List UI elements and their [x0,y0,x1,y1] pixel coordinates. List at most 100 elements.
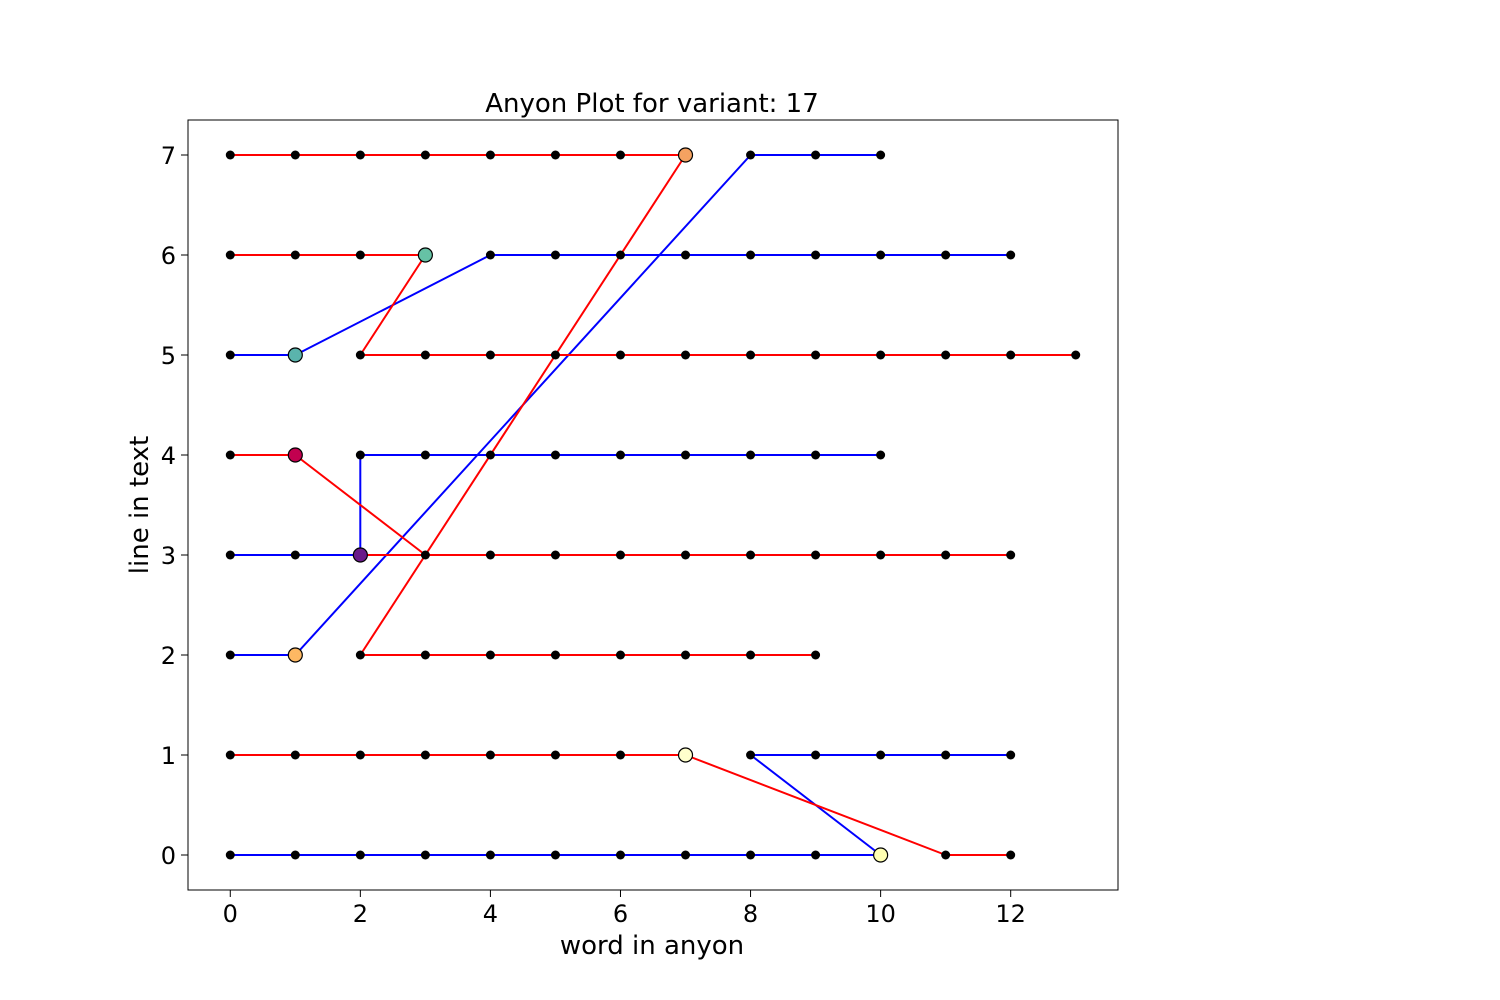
data-point [876,250,886,260]
data-point [811,150,821,160]
data-point [811,350,821,360]
data-point [941,550,951,560]
data-point [1006,750,1016,760]
y-tick-label: 4 [161,442,176,470]
data-point [941,850,951,860]
x-axis-label: word in anyon [560,931,744,961]
data-point [225,550,235,560]
data-point [550,650,560,660]
data-point [1006,350,1016,360]
data-point [876,750,886,760]
y-tick-label: 0 [161,842,176,870]
data-point [355,850,365,860]
data-point [420,750,430,760]
x-tick-label: 4 [483,900,498,928]
data-point [550,550,560,560]
data-point [225,350,235,360]
highlight-marker [287,647,303,663]
x-axis-ticks: 0 2 4 6 8 10 12 [223,890,1026,928]
highlight-markers [287,147,889,863]
y-axis-label: line in text [125,436,155,574]
highlight-marker [287,447,303,463]
data-point [225,150,235,160]
data-point [811,250,821,260]
data-point [355,250,365,260]
data-point [485,350,495,360]
data-point [355,150,365,160]
data-point [876,150,886,160]
data-point [485,250,495,260]
data-point [746,150,756,160]
data-point [681,450,691,460]
data-point [550,850,560,860]
data-point [485,750,495,760]
y-tick-label: 2 [161,642,176,670]
highlight-marker [352,547,368,563]
highlight-marker [873,847,889,863]
y-tick-label: 1 [161,742,176,770]
data-point [225,450,235,460]
data-point [225,250,235,260]
data-point [420,350,430,360]
data-point [941,350,951,360]
data-point [225,850,235,860]
data-point [290,850,300,860]
series-line-blue-9 [230,254,1011,356]
data-point [1006,550,1016,560]
data-point [876,350,886,360]
data-point [746,250,756,260]
chart-title: Anyon Plot for variant: 17 [485,89,819,119]
data-point [485,650,495,660]
y-tick-label: 7 [161,142,176,170]
series-line-blue-3 [230,154,881,656]
data-point [615,650,625,660]
data-point [615,450,625,460]
data-point [876,450,886,460]
data-point [1006,250,1016,260]
highlight-marker [677,147,694,163]
data-point [746,750,756,760]
data-point [550,450,560,460]
data-point [225,750,235,760]
data-point [681,850,691,860]
data-point [681,550,691,560]
highlight-marker [677,747,694,763]
data-point [811,550,821,560]
data-point [681,350,691,360]
series-line-blue-6 [230,454,881,556]
data-point [746,350,756,360]
data-point [290,750,300,760]
series-line-red-11 [230,254,427,356]
data-point [420,450,430,460]
data-point [290,250,300,260]
x-tick-label: 12 [995,900,1026,928]
data-point [225,650,235,660]
x-tick-label: 2 [353,900,368,928]
data-point [485,550,495,560]
data-point [420,150,430,160]
data-point [420,550,430,560]
data-point [615,750,625,760]
data-point [811,450,821,460]
data-point [355,750,365,760]
data-point [746,850,756,860]
data-point [811,850,821,860]
data-point [550,250,560,260]
data-point [876,550,886,560]
data-point [811,650,821,660]
highlight-marker [287,347,303,363]
y-tick-label: 5 [161,342,176,370]
series-line-red-5 [359,154,687,656]
data-point [746,550,756,560]
data-point [1071,350,1081,360]
data-point [355,450,365,460]
series-line-red-7 [230,454,1011,556]
y-tick-label: 6 [161,242,176,270]
data-point [550,350,560,360]
data-point [485,450,495,460]
series-lines [230,154,1076,856]
data-point [746,650,756,660]
series-line-red-2 [230,754,1011,856]
x-tick-label: 10 [865,900,896,928]
